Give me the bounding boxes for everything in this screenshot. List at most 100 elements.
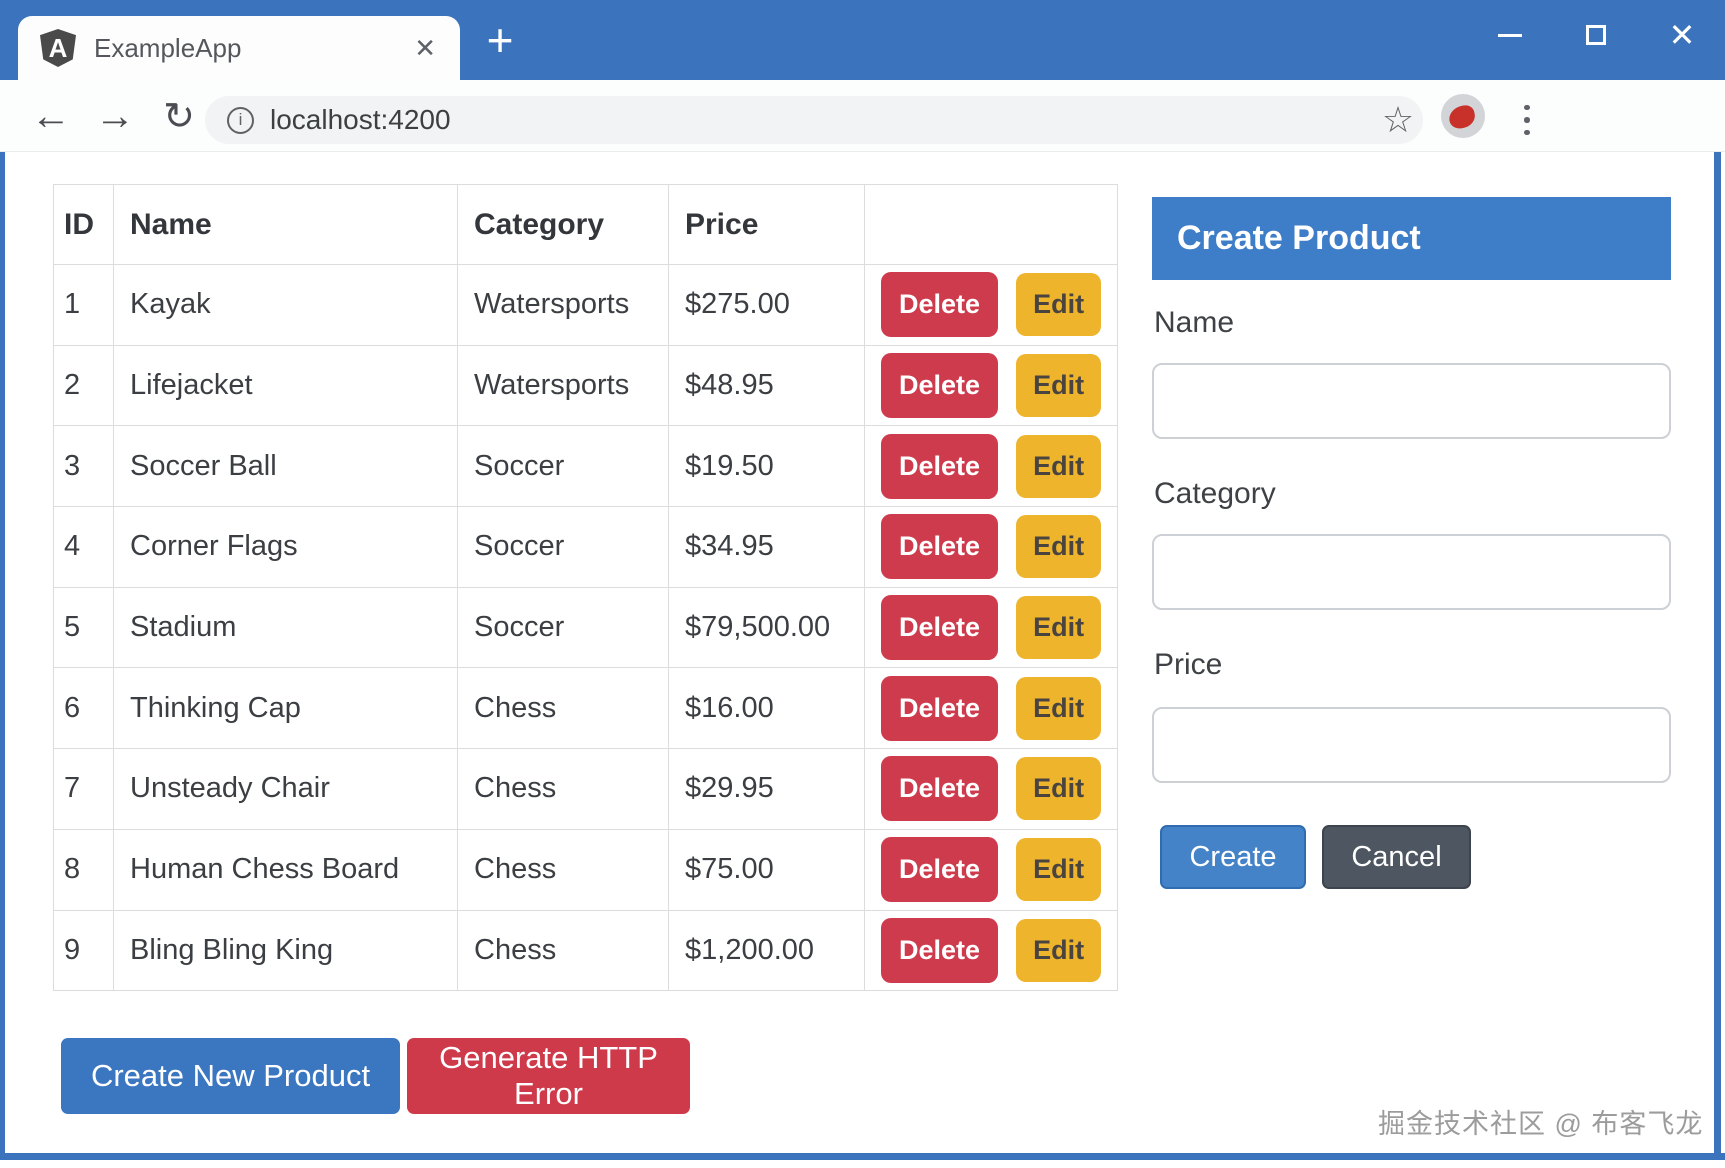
minimize-button[interactable] (1467, 5, 1553, 65)
price-field[interactable] (1152, 707, 1671, 783)
cell-id: 1 (53, 264, 114, 346)
cell-name: Kayak (113, 264, 458, 346)
delete-button[interactable]: Delete (881, 595, 998, 661)
edit-button[interactable]: Edit (1016, 273, 1102, 337)
header-name: Name (113, 184, 458, 265)
edit-button[interactable]: Edit (1016, 515, 1102, 579)
cell-price: $75.00 (668, 828, 865, 911)
cell-category: Watersports (457, 344, 669, 427)
table-row: 7 Unsteady Chair Chess $29.95 Delete Edi… (53, 748, 1118, 830)
cell-name: Soccer Ball (113, 425, 458, 508)
cell-category: Chess (457, 748, 669, 830)
delete-button[interactable]: Delete (881, 917, 998, 983)
name-label: Name (1154, 306, 1235, 339)
reload-icon[interactable]: ↻ (163, 95, 195, 138)
cell-category: Chess (457, 667, 669, 750)
category-label: Category (1154, 477, 1276, 510)
delete-button[interactable]: Delete (881, 272, 998, 338)
delete-button[interactable]: Delete (881, 837, 998, 903)
name-field[interactable] (1152, 363, 1671, 439)
cell-id: 7 (53, 748, 114, 830)
window-frame-left (0, 152, 5, 1160)
cell-id: 3 (53, 425, 114, 508)
delete-button[interactable]: Delete (881, 514, 998, 580)
cell-price: $1,200.00 (668, 909, 865, 992)
tab-close-icon[interactable]: ✕ (414, 32, 436, 63)
create-product-header: Create Product (1152, 197, 1671, 280)
page-info-icon[interactable]: i (227, 106, 254, 134)
cell-actions: Delete Edit (864, 506, 1118, 588)
back-icon[interactable]: ← (31, 93, 71, 138)
cell-name: Thinking Cap (113, 667, 458, 750)
table-row: 2 Lifejacket Watersports $48.95 Delete E… (53, 344, 1118, 427)
maximize-button[interactable] (1553, 5, 1639, 65)
cell-name: Bling Bling King (113, 909, 458, 992)
cell-category: Chess (457, 909, 669, 992)
edit-button[interactable]: Edit (1016, 757, 1102, 821)
edit-button[interactable]: Edit (1016, 676, 1102, 740)
avatar-image (1446, 103, 1478, 131)
cell-actions: Delete Edit (864, 344, 1118, 427)
delete-button[interactable]: Delete (881, 675, 998, 741)
table-row: 1 Kayak Watersports $275.00 Delete Edit (53, 264, 1118, 346)
window-frame-bottom (0, 1153, 1725, 1160)
header-category: Category (457, 184, 669, 265)
edit-button[interactable]: Edit (1016, 434, 1102, 498)
table-header-row: ID Name Category Price (53, 184, 1118, 265)
delete-button[interactable]: Delete (881, 353, 998, 419)
url-text[interactable]: localhost:4200 (270, 104, 451, 135)
cell-actions: Delete Edit (864, 264, 1118, 346)
category-field[interactable] (1152, 534, 1671, 610)
tab-title: ExampleApp (94, 32, 242, 63)
cell-id: 2 (53, 344, 114, 427)
cell-price: $16.00 (668, 667, 865, 750)
cell-id: 4 (53, 506, 114, 588)
delete-button[interactable]: Delete (881, 433, 998, 499)
edit-button[interactable]: Edit (1016, 596, 1102, 660)
address-bar[interactable]: i localhost:4200 (205, 96, 1423, 144)
angular-favicon-icon: A (40, 29, 76, 67)
cell-category: Chess (457, 828, 669, 911)
bookmark-star-icon[interactable]: ☆ (1381, 99, 1415, 140)
create-button[interactable]: Create (1160, 825, 1306, 889)
cell-category: Watersports (457, 264, 669, 346)
generate-http-error-button[interactable]: Generate HTTP Error (407, 1038, 690, 1114)
cell-price: $79,500.00 (668, 586, 865, 669)
table-row: 3 Soccer Ball Soccer $19.50 Delete Edit (53, 425, 1118, 508)
cell-name: Stadium (113, 586, 458, 669)
header-price: Price (668, 184, 865, 265)
price-label: Price (1154, 648, 1223, 681)
cell-price: $48.95 (668, 344, 865, 427)
cell-price: $29.95 (668, 748, 865, 830)
cell-category: Soccer (457, 506, 669, 588)
cell-price: $19.50 (668, 425, 865, 508)
cell-price: $34.95 (668, 506, 865, 588)
profile-avatar[interactable] (1441, 94, 1485, 138)
window-controls: ✕ (1467, 0, 1725, 70)
cancel-button[interactable]: Cancel (1322, 825, 1471, 889)
window-frame-right (1714, 152, 1721, 1160)
cell-actions: Delete Edit (864, 909, 1118, 992)
table-row: 4 Corner Flags Soccer $34.95 Delete Edit (53, 506, 1118, 588)
edit-button[interactable]: Edit (1016, 918, 1102, 982)
edit-button[interactable]: Edit (1016, 838, 1102, 902)
cell-name: Unsteady Chair (113, 748, 458, 830)
cell-actions: Delete Edit (864, 748, 1118, 830)
cell-price: $275.00 (668, 264, 865, 346)
forward-icon[interactable]: → (95, 93, 135, 138)
table-row: 5 Stadium Soccer $79,500.00 Delete Edit (53, 586, 1118, 669)
browser-menu-icon[interactable] (1512, 98, 1542, 142)
browser-tab[interactable]: A ExampleApp ✕ (18, 16, 460, 80)
create-new-product-button[interactable]: Create New Product (61, 1038, 400, 1114)
delete-button[interactable]: Delete (881, 756, 998, 822)
table-row: 9 Bling Bling King Chess $1,200.00 Delet… (53, 909, 1118, 992)
table-row: 6 Thinking Cap Chess $16.00 Delete Edit (53, 667, 1118, 750)
new-tab-button[interactable]: + (486, 14, 514, 66)
cell-id: 9 (53, 909, 114, 992)
cell-actions: Delete Edit (864, 667, 1118, 750)
edit-button[interactable]: Edit (1016, 354, 1102, 418)
cell-actions: Delete Edit (864, 586, 1118, 669)
cell-actions: Delete Edit (864, 828, 1118, 911)
window-close-button[interactable]: ✕ (1668, 17, 1696, 53)
